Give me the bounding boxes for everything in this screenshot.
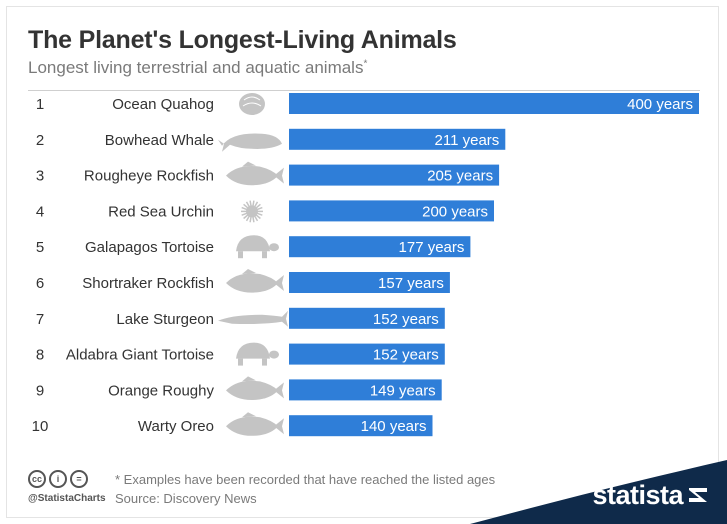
- rank-label: 9: [36, 382, 44, 399]
- fish-icon: [226, 412, 284, 436]
- bar: [289, 307, 445, 329]
- bar: [289, 379, 442, 401]
- category-label: Lake Sturgeon: [116, 311, 214, 328]
- bar-chart: 1 Ocean Quahog 400 years 2 Bowhead Whale 211 …: [32, 93, 699, 437]
- rank-label: 1: [36, 96, 44, 113]
- title-divider: [28, 90, 700, 91]
- bar: [289, 200, 494, 222]
- category-label: Shortraker Rockfish: [82, 275, 214, 292]
- bar: [289, 128, 506, 150]
- rank-label: 3: [36, 168, 44, 185]
- bar-value-label: 152 years: [373, 347, 439, 364]
- bar: [289, 272, 450, 293]
- footnote: * Examples have been recorded that have …: [115, 472, 496, 487]
- bar-value-label: 205 years: [427, 168, 493, 185]
- brand-mark-icon: [689, 488, 707, 502]
- bar-value-label: 177 years: [399, 239, 465, 256]
- bar-value-label: 157 years: [378, 275, 444, 292]
- brand-logo-text: statista: [592, 480, 683, 510]
- rank-label: 4: [36, 203, 44, 220]
- category-label: Rougheye Rockfish: [84, 168, 214, 185]
- bar-value-label: 211 years: [435, 132, 500, 149]
- rank-label: 2: [36, 132, 44, 149]
- category-label: Galapagos Tortoise: [85, 239, 214, 256]
- bar-value-label: 140 years: [361, 418, 427, 435]
- rank-label: 5: [36, 239, 44, 256]
- tortoise-icon: [236, 342, 279, 366]
- whale-icon: [218, 133, 282, 152]
- fish-icon: [226, 376, 284, 400]
- subtitle-asterisk: *: [363, 58, 368, 70]
- bar: [289, 343, 445, 365]
- social-handle: @StatistaCharts: [28, 493, 106, 504]
- fish-icon: [226, 161, 284, 186]
- bar-value-label: 200 years: [422, 203, 488, 220]
- rank-label: 7: [36, 311, 44, 328]
- attribution-icon: i: [49, 470, 67, 488]
- chart-subtitle: Longest living terrestrial and aquatic a…: [28, 58, 367, 78]
- no-derivatives-icon: =: [70, 470, 88, 488]
- bar-value-label: 149 years: [370, 382, 436, 399]
- bar: [289, 164, 500, 186]
- category-label: Ocean Quahog: [112, 96, 214, 113]
- bar-value-label: 400 years: [627, 96, 693, 113]
- bar: [289, 236, 471, 258]
- bar: [289, 415, 433, 437]
- bar-value-label: 152 years: [373, 311, 439, 328]
- chart-title: The Planet's Longest-Living Animals: [28, 26, 457, 54]
- fish-icon: [226, 269, 284, 293]
- category-label: Bowhead Whale: [105, 132, 214, 149]
- sturgeon-icon: [218, 310, 288, 327]
- cc-icon: cc: [28, 470, 46, 488]
- urchin-icon: [241, 200, 263, 223]
- clam-icon: [239, 93, 265, 115]
- subtitle-text: Longest living terrestrial and aquatic a…: [28, 58, 364, 77]
- license-icons: cc i =: [28, 470, 88, 488]
- category-label: Aldabra Giant Tortoise: [66, 347, 214, 364]
- bar: [289, 93, 699, 114]
- source-note: Source: Discovery News: [115, 491, 257, 506]
- category-label: Warty Oreo: [138, 418, 214, 435]
- rank-label: 10: [32, 418, 49, 435]
- rank-label: 8: [36, 347, 44, 364]
- category-label: Red Sea Urchin: [108, 203, 214, 220]
- tortoise-icon: [236, 235, 279, 259]
- chart-frame: [6, 6, 719, 518]
- rank-label: 6: [36, 275, 44, 292]
- category-label: Orange Roughy: [108, 382, 214, 399]
